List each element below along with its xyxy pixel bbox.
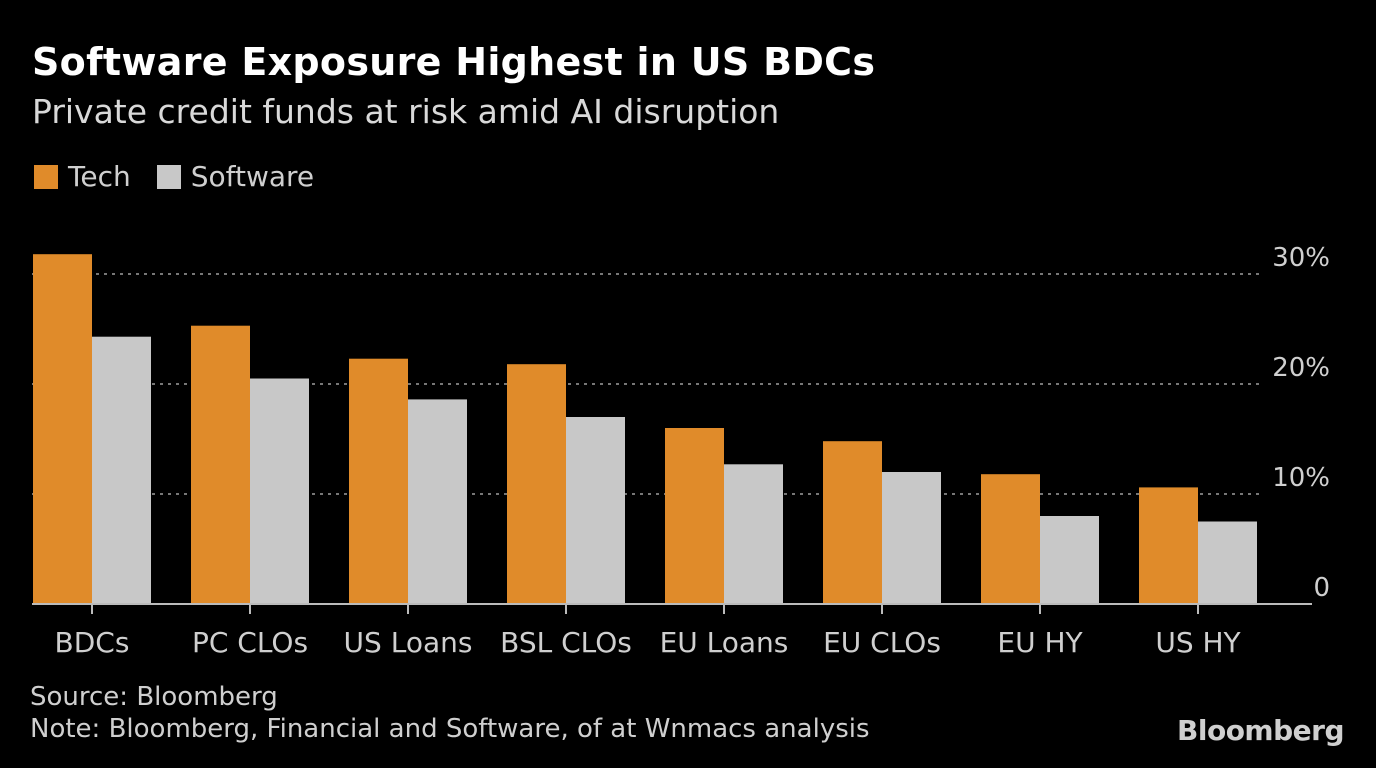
y-tick-label: 20% xyxy=(1272,353,1330,383)
legend-swatch-software xyxy=(156,164,181,189)
bar-software xyxy=(250,378,309,604)
bar-tech xyxy=(665,428,724,604)
chart-title: Software Exposure Highest in US BDCs xyxy=(32,40,876,84)
methodology-note: Note: Bloomberg, Financial and Software,… xyxy=(30,714,870,744)
bar-tech xyxy=(33,254,92,604)
bar-tech xyxy=(1139,487,1198,604)
legend: Tech Software xyxy=(34,160,340,193)
bar-tech xyxy=(349,358,408,604)
bloomberg-logo: Bloomberg xyxy=(1177,714,1344,747)
bar-tech xyxy=(823,441,882,604)
legend-item-tech: Tech xyxy=(34,160,131,193)
bar-software xyxy=(1040,516,1099,604)
bar-software xyxy=(408,399,467,604)
x-tick-label: US HY xyxy=(1155,626,1241,659)
bar-software xyxy=(724,464,783,604)
x-tick-label: BSL CLOs xyxy=(500,626,632,659)
bar-tech xyxy=(191,325,250,604)
bar-software xyxy=(882,472,941,604)
y-tick-label: 30% xyxy=(1272,243,1330,273)
x-tick-label: EU HY xyxy=(997,626,1083,659)
y-tick-label: 0 xyxy=(1313,573,1330,603)
bar-software xyxy=(1198,521,1257,604)
x-tick-label: PC CLOs xyxy=(192,626,308,659)
legend-label-software: Software xyxy=(190,160,315,193)
bar-software xyxy=(566,417,625,604)
x-tick-label: EU CLOs xyxy=(823,626,941,659)
x-tick-label: EU Loans xyxy=(660,626,789,659)
legend-label-tech: Tech xyxy=(68,160,131,193)
x-tick-label: US Loans xyxy=(344,626,473,659)
y-tick-label: 10% xyxy=(1272,463,1330,493)
bar-tech xyxy=(507,364,566,604)
x-tick-label: BDCs xyxy=(55,626,130,659)
chart-subtitle: Private credit funds at risk amid AI dis… xyxy=(32,92,780,131)
bar-tech xyxy=(981,474,1040,604)
legend-swatch-tech xyxy=(34,164,58,189)
bar-software xyxy=(92,336,151,604)
legend-item-software: Software xyxy=(156,160,315,193)
source-note: Source: Bloomberg xyxy=(30,682,278,712)
